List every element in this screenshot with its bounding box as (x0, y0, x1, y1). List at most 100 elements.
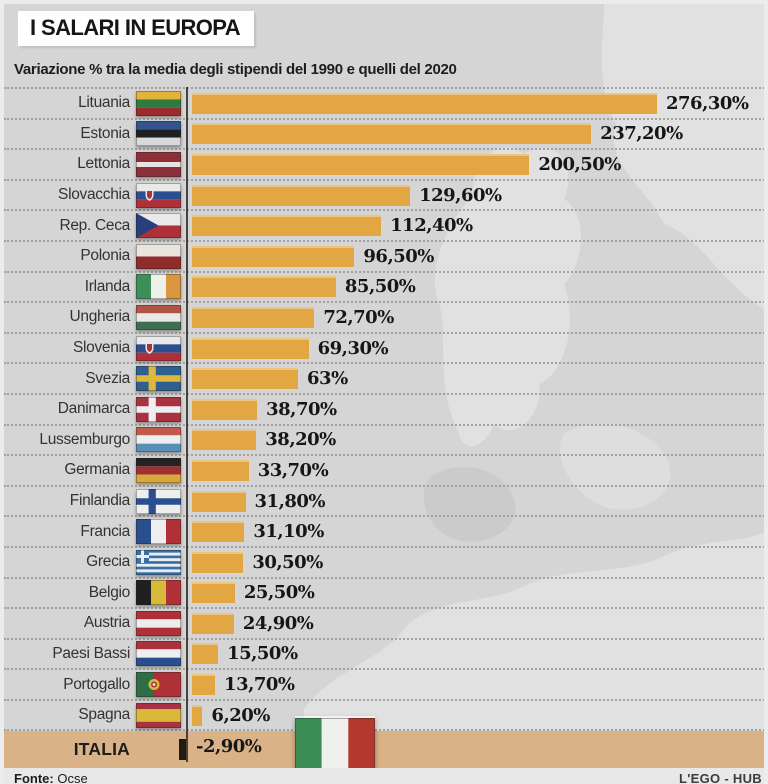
flag-icon-grecia (136, 549, 181, 575)
bar-zone: 13,70% (181, 670, 764, 699)
bar-zone: 30,50% (181, 548, 764, 577)
bar (192, 245, 355, 267)
chart-row-finlandia: Finlandia 31,80% (4, 487, 764, 518)
country-label: Polonia (80, 247, 130, 265)
flag-icon-finlandia (136, 488, 181, 514)
chart-row-slovacchia: Slovacchia 129,60% (4, 181, 764, 212)
flag-icon-lituania (136, 90, 181, 116)
bar-zone: 31,80% (181, 487, 764, 516)
bar (192, 306, 315, 328)
bar (192, 276, 336, 298)
country-label: Lussemburgo (39, 430, 130, 448)
value-label: 33,70% (257, 459, 329, 481)
chart-row-spagna: Spagna 6,20% (4, 701, 764, 732)
chart-row-belgio: Belgio 25,50% (4, 579, 764, 610)
bar-zone: 96,50% (181, 242, 764, 271)
bar (192, 368, 299, 390)
country-label: Portogallo (63, 675, 130, 693)
country-label: Francia (80, 522, 130, 540)
value-label: 63% (307, 368, 348, 390)
chart-row-danimarca: Danimarca 38,70% (4, 395, 764, 426)
country-label: Rep. Ceca (59, 216, 130, 234)
bar-zone: 38,20% (181, 426, 764, 455)
bar-zone: 24,90% (181, 609, 764, 638)
value-label: 6,20% (211, 704, 270, 726)
bar (192, 92, 657, 114)
bar (192, 459, 249, 481)
flag-icon-austria (136, 610, 181, 636)
bar-zone: 276,30% (181, 89, 764, 118)
source-label: Fonte: (14, 770, 54, 784)
flag-icon-lettonia (136, 151, 181, 177)
bar (192, 153, 530, 175)
country-label: Lettonia (77, 155, 130, 173)
bar-zone: 15,50% (181, 640, 764, 669)
chart-rows: Lituania 276,30% Estonia 237,20% Lettonia 200… (4, 89, 764, 732)
flag-icon-slovenia (136, 335, 181, 361)
value-label: 15,50% (227, 643, 298, 665)
country-label: Estonia (80, 124, 130, 142)
bar-zone: 63% (181, 364, 764, 393)
chart-row-rep-ceca: Rep. Ceca 112,40% (4, 211, 764, 242)
italy-negative-bar (179, 739, 186, 760)
bar-zone: 72,70% (181, 303, 764, 332)
chart-row-irlanda: Irlanda 85,50% (4, 273, 764, 304)
bar-zone: 25,50% (181, 579, 764, 608)
chart-row-portogallo: Portogallo 13,70% (4, 670, 764, 701)
country-label: Finlandia (69, 492, 131, 510)
value-label: 25,50% (243, 582, 315, 604)
bar-zone: 69,30% (181, 334, 764, 363)
bar (192, 521, 245, 543)
source-value: Ocse (57, 770, 88, 784)
bar-zone: 31,10% (181, 517, 764, 546)
bar-zone: 38,70% (181, 395, 764, 424)
bar (192, 490, 246, 512)
chart-row-germania: Germania 33,70% (4, 456, 764, 487)
value-label: 129,60% (419, 184, 502, 206)
chart-row-austria: Austria 24,90% (4, 609, 764, 640)
bar (192, 215, 382, 237)
country-label: Slovenia (72, 339, 130, 357)
credit-label: L'EGO - HUB (679, 770, 762, 784)
country-label: Grecia (86, 553, 130, 571)
chart-row-grecia: Grecia 30,50% (4, 548, 764, 579)
bar (192, 612, 234, 634)
italy-flag-icon (295, 716, 375, 772)
bar (192, 704, 203, 726)
flag-icon-lussemburgo (136, 427, 181, 453)
bar-zone: 237,20% (181, 120, 764, 149)
country-label: Austria (83, 614, 130, 632)
bar (192, 337, 309, 359)
country-label: Paesi Bassi (52, 644, 130, 662)
italy-label: ITALIA (73, 739, 130, 759)
bar-zone: 129,60% (181, 181, 764, 210)
bar (192, 582, 235, 604)
flag-icon-irlanda (136, 274, 181, 300)
value-label: 85,50% (344, 276, 416, 298)
flag-icon-paesi-bassi (136, 641, 181, 667)
bar-zone: 6,20% (181, 701, 764, 730)
bar-zone: 200,50% (181, 150, 764, 179)
flag-icon-francia (136, 519, 181, 545)
country-label: Spagna (78, 706, 130, 724)
flag-icon-slovacchia (136, 182, 181, 208)
value-label: 31,80% (254, 490, 326, 512)
chart-row-polonia: Polonia 96,50% (4, 242, 764, 273)
axis-baseline (186, 87, 188, 762)
bar (192, 123, 592, 145)
value-label: 24,90% (242, 612, 314, 634)
value-label: 31,10% (253, 521, 324, 543)
value-label: 38,70% (266, 398, 337, 420)
country-label: Germania (64, 461, 130, 479)
header-title-box: I SALARI IN EUROPA (18, 11, 255, 46)
value-label: 112,40% (390, 215, 473, 237)
country-label: Svezia (85, 369, 130, 387)
italy-highlight-band: ITALIA -2,90% (4, 731, 764, 768)
chart-row-slovenia: Slovenia 69,30% (4, 334, 764, 365)
flag-icon-rep-ceca (136, 213, 181, 239)
flag-icon-ungheria (136, 304, 181, 330)
bar-chart: Lituania 276,30% Estonia 237,20% Lettonia 200… (4, 87, 764, 732)
value-label: 38,20% (265, 429, 336, 451)
country-label: Irlanda (84, 277, 131, 295)
chart-row-estonia: Estonia 237,20% (4, 120, 764, 151)
